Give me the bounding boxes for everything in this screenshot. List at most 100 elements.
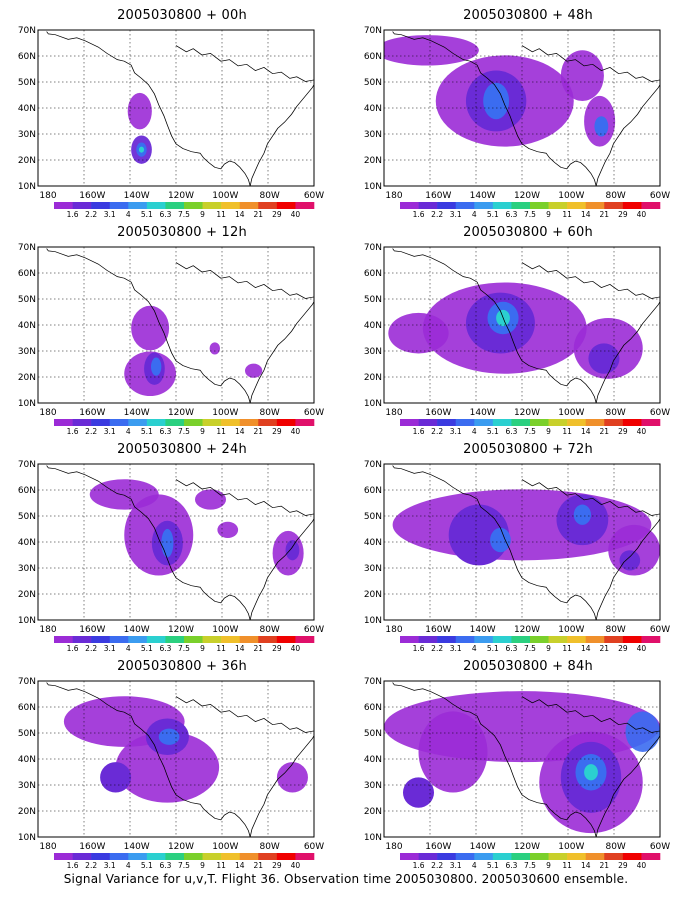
colorbar-swatch xyxy=(437,419,457,426)
x-tick-label: 140W xyxy=(470,191,496,201)
variance-contour xyxy=(127,92,152,130)
map-frame xyxy=(383,463,661,621)
coastline xyxy=(392,682,597,837)
x-tick-label: 180 xyxy=(385,625,402,635)
colorbar-swatch xyxy=(548,636,568,643)
map-svg: 10N 20N 30N 40N 50N 60N 70N 180 160W 140W 120W 100W… xyxy=(18,243,324,436)
y-tick-label: 60N xyxy=(18,486,36,496)
y-tick-label: 50N xyxy=(18,729,36,739)
colorbar-swatch xyxy=(221,202,241,209)
map-frame xyxy=(383,680,661,838)
colorbar-label: 11 xyxy=(562,644,572,653)
x-tick-label: 100W xyxy=(558,625,584,635)
colorbar-label: 1.6 xyxy=(413,861,425,870)
colorbar-label: 4 xyxy=(126,861,131,870)
variance-contour xyxy=(448,504,510,566)
coastline xyxy=(521,696,660,733)
y-tick-label: 40N xyxy=(364,104,382,114)
y-tick-label: 60N xyxy=(18,269,36,279)
variance-contour xyxy=(584,764,598,781)
colorbar-label: 5.1 xyxy=(487,861,499,870)
y-tick-label: 20N xyxy=(18,807,36,817)
colorbar-swatch xyxy=(239,636,259,643)
y-tick-label: 40N xyxy=(364,538,382,548)
x-tick-label: 160W xyxy=(79,842,105,852)
coastline xyxy=(249,84,314,186)
colorbar-label: 6.3 xyxy=(505,427,517,436)
variance-contour xyxy=(150,357,162,376)
map-panel: 2005030800 + 72h 10N 20N 30N 40N 50N 60N 70N 180… xyxy=(364,442,688,658)
variance-contour xyxy=(245,363,263,378)
colorbar-swatch xyxy=(91,853,111,860)
x-tick-label: 120W xyxy=(514,191,540,201)
colorbar-swatch xyxy=(221,853,241,860)
x-tick-label: 140W xyxy=(124,191,150,201)
map-panel: 2005030800 + 48h 10N 20N 30N 40N 50N 60N 70N 180… xyxy=(364,8,688,224)
y-tick-label: 40N xyxy=(364,755,382,765)
x-tick-label: 160W xyxy=(425,191,451,201)
colorbar-label: 5.1 xyxy=(487,427,499,436)
x-tick-label: 140W xyxy=(124,842,150,852)
colorbar-label: 6.3 xyxy=(505,644,517,653)
y-tick-label: 70N xyxy=(18,460,36,470)
panel-grid: 2005030800 + 00h 10N 20N 30N 40N 50N 60N 70N 180… xyxy=(18,8,688,870)
colorbar-swatch xyxy=(455,636,475,643)
colorbar-swatch xyxy=(548,419,568,426)
x-tick-label: 60W xyxy=(650,191,670,201)
colorbar-label: 29 xyxy=(618,210,628,219)
colorbar-swatch xyxy=(641,419,661,426)
y-tick-label: 70N xyxy=(364,243,382,253)
colorbar-swatch xyxy=(202,636,222,643)
colorbar-swatch xyxy=(585,636,605,643)
x-tick-label: 80W xyxy=(605,408,625,418)
colorbar-swatch xyxy=(202,202,222,209)
variance-contour xyxy=(560,50,604,101)
colorbar-swatch xyxy=(165,202,185,209)
colorbar-swatch xyxy=(128,636,148,643)
colorbar-swatch xyxy=(258,636,278,643)
x-tick-label: 60W xyxy=(650,842,670,852)
x-tick-label: 80W xyxy=(259,625,279,635)
x-tick-label: 100W xyxy=(212,191,238,201)
colorbar-swatch xyxy=(530,636,549,643)
x-tick-label: 120W xyxy=(168,191,194,201)
colorbar-swatch xyxy=(604,202,624,209)
colorbar-swatch xyxy=(109,853,129,860)
x-tick-label: 160W xyxy=(79,625,105,635)
colorbar-swatch xyxy=(295,419,315,426)
x-tick-label: 120W xyxy=(168,408,194,418)
panel-title: 2005030800 + 36h xyxy=(117,659,247,674)
colorbar-swatch xyxy=(184,853,203,860)
coastline xyxy=(595,735,660,837)
colorbar-label: 29 xyxy=(272,861,282,870)
x-tick-label: 160W xyxy=(425,842,451,852)
y-tick-label: 30N xyxy=(18,564,36,574)
colorbar-swatch xyxy=(604,853,624,860)
colorbar-swatch xyxy=(239,853,259,860)
variance-contour xyxy=(158,728,180,745)
x-tick-label: 180 xyxy=(39,191,56,201)
colorbar-label: 3.1 xyxy=(450,427,462,436)
coastline xyxy=(46,465,251,620)
x-tick-label: 160W xyxy=(79,408,105,418)
colorbar-label: 3.1 xyxy=(104,644,116,653)
colorbar-label: 21 xyxy=(254,861,264,870)
panel-title: 2005030800 + 24h xyxy=(117,442,247,457)
colorbar-swatch xyxy=(585,419,605,426)
y-tick-label: 70N xyxy=(18,243,36,253)
coastline xyxy=(175,262,314,299)
y-tick-label: 70N xyxy=(364,460,382,470)
colorbar-label: 40 xyxy=(637,644,647,653)
x-tick-label: 120W xyxy=(514,408,540,418)
colorbar-swatch xyxy=(641,636,661,643)
colorbar-label: 40 xyxy=(291,427,301,436)
y-tick-label: 10N xyxy=(364,833,382,843)
colorbar-swatch xyxy=(72,202,92,209)
colorbar-swatch xyxy=(109,419,129,426)
colorbar-swatch xyxy=(146,636,166,643)
x-tick-label: 160W xyxy=(425,625,451,635)
colorbar-label: 14 xyxy=(581,644,591,653)
colorbar-label: 9 xyxy=(546,210,551,219)
colorbar-label: 14 xyxy=(581,861,591,870)
variance-contour xyxy=(161,528,174,558)
